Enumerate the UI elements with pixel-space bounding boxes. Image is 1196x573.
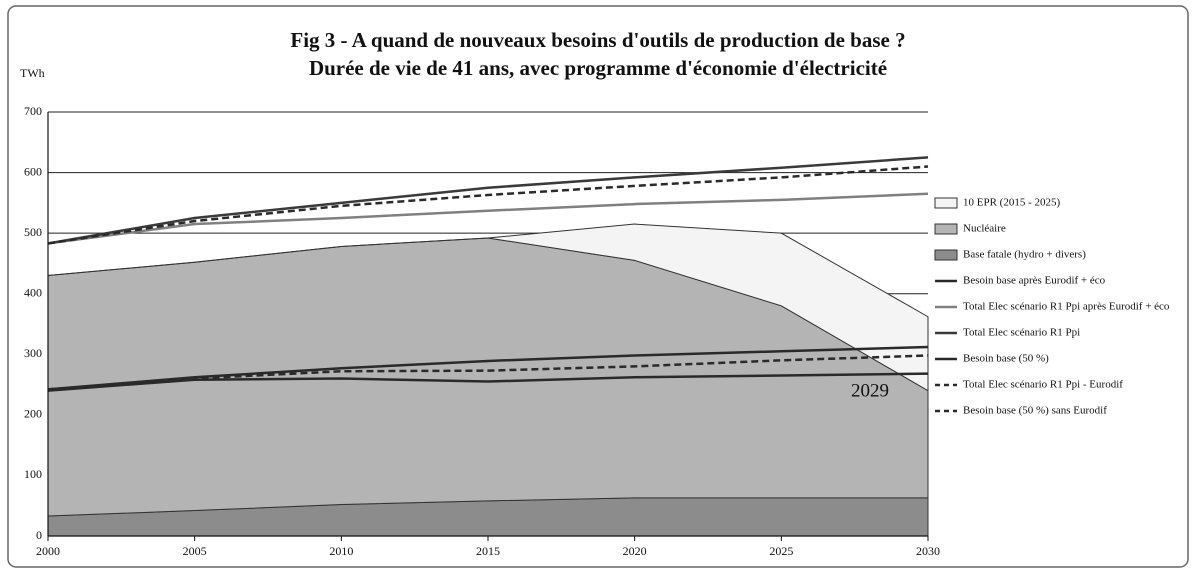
- x-tick-label: 2005: [183, 544, 207, 558]
- x-tick-label: 2030: [916, 544, 940, 558]
- y-tick-label: 300: [24, 346, 42, 360]
- line: [47, 192, 929, 245]
- y-tick-label: 200: [24, 407, 42, 421]
- x-tick-label: 2010: [329, 544, 353, 558]
- y-tick-label: 500: [24, 225, 42, 239]
- y-axis-label: TWh: [20, 66, 45, 80]
- x-tick-label: 2020: [623, 544, 647, 558]
- legend-label: 10 EPR (2015 - 2025): [963, 197, 1061, 209]
- line: [47, 156, 929, 245]
- legend-label: Total Elec scénario R1 Ppi - Eurodif: [963, 379, 1123, 391]
- y-tick-label: 400: [24, 285, 42, 299]
- legend-label: Total Elec scénario R1 Ppi: [963, 327, 1080, 339]
- legend-label: Besoin base après Eurodif + éco: [963, 275, 1106, 287]
- y-tick-label: 600: [24, 164, 42, 178]
- x-tick-label: 2000: [36, 544, 60, 558]
- legend-label: Besoin base (50 %) sans Eurodif: [963, 405, 1107, 417]
- y-tick-label: 0: [36, 528, 42, 542]
- legend-swatch: [934, 249, 958, 261]
- area: [47, 223, 929, 392]
- legend-label: Besoin base (50 %): [963, 353, 1049, 365]
- x-tick-label: 2015: [476, 544, 500, 558]
- line: [47, 165, 929, 245]
- y-tick-label: 700: [24, 104, 42, 118]
- legend-label: Base fatale (hydro + divers): [963, 249, 1086, 261]
- legend-label: Total Elec scénario R1 Ppi après Eurodif…: [963, 301, 1170, 313]
- y-tick-label: 100: [24, 467, 42, 481]
- annotation: 2029: [851, 380, 889, 401]
- chart-title: Fig 3 - A quand de nouveaux besoins d'ou…: [290, 28, 905, 52]
- line: [47, 354, 929, 391]
- chart-subtitle: Durée de vie de 41 ans, avec programme d…: [309, 56, 887, 80]
- x-tick-label: 2025: [769, 544, 793, 558]
- legend-swatch: [934, 197, 958, 209]
- legend-label: Nucléaire: [963, 223, 1006, 235]
- legend-swatch: [934, 223, 958, 235]
